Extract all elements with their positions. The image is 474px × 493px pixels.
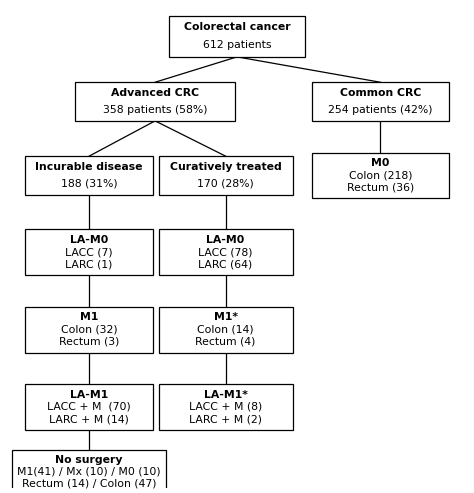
Text: LACC + M  (70): LACC + M (70) [47, 402, 131, 412]
Text: Colorectal cancer: Colorectal cancer [184, 22, 290, 33]
FancyBboxPatch shape [169, 16, 305, 57]
Text: LACC (78): LACC (78) [199, 247, 253, 257]
Text: LA-M0: LA-M0 [207, 235, 245, 245]
Text: LACC (7): LACC (7) [65, 247, 113, 257]
Text: LA-M1*: LA-M1* [204, 389, 247, 399]
Text: Colon (32): Colon (32) [61, 324, 118, 335]
Text: 358 patients (58%): 358 patients (58%) [103, 105, 207, 115]
FancyBboxPatch shape [312, 82, 448, 121]
FancyBboxPatch shape [26, 156, 153, 195]
Text: LARC + M (14): LARC + M (14) [49, 414, 129, 424]
Text: Colon (14): Colon (14) [197, 324, 254, 335]
Text: M1: M1 [80, 312, 98, 322]
Text: M0: M0 [371, 158, 390, 168]
Text: Incurable disease: Incurable disease [36, 162, 143, 172]
FancyBboxPatch shape [12, 450, 166, 493]
Text: M1(41) / Mx (10) / M0 (10): M1(41) / Mx (10) / M0 (10) [17, 467, 161, 477]
FancyBboxPatch shape [26, 307, 153, 352]
Text: Colon (218): Colon (218) [348, 171, 412, 180]
FancyBboxPatch shape [158, 384, 293, 430]
FancyBboxPatch shape [75, 82, 235, 121]
Text: Common CRC: Common CRC [340, 88, 421, 98]
FancyBboxPatch shape [312, 152, 448, 198]
Text: LACC + M (8): LACC + M (8) [189, 402, 262, 412]
Text: Rectum (4): Rectum (4) [195, 337, 256, 347]
Text: 254 patients (42%): 254 patients (42%) [328, 105, 433, 115]
Text: Rectum (3): Rectum (3) [59, 337, 119, 347]
Text: 170 (28%): 170 (28%) [197, 179, 254, 189]
FancyBboxPatch shape [158, 307, 293, 352]
Text: LA-M0: LA-M0 [70, 235, 108, 245]
Text: No surgery: No surgery [55, 455, 123, 465]
Text: Curatively treated: Curatively treated [170, 162, 282, 172]
FancyBboxPatch shape [158, 156, 293, 195]
Text: 612 patients: 612 patients [203, 40, 271, 50]
FancyBboxPatch shape [26, 384, 153, 430]
Text: Rectum (36): Rectum (36) [346, 183, 414, 193]
FancyBboxPatch shape [158, 229, 293, 275]
Text: Advanced CRC: Advanced CRC [111, 88, 199, 98]
Text: LA-M1: LA-M1 [70, 389, 108, 399]
FancyBboxPatch shape [26, 229, 153, 275]
Text: 188 (31%): 188 (31%) [61, 179, 118, 189]
Text: LARC + M (2): LARC + M (2) [189, 414, 262, 424]
Text: LARC (1): LARC (1) [65, 260, 113, 270]
Text: LARC (64): LARC (64) [199, 260, 253, 270]
Text: Rectum (14) / Colon (47): Rectum (14) / Colon (47) [22, 478, 156, 489]
Text: M1*: M1* [214, 312, 237, 322]
